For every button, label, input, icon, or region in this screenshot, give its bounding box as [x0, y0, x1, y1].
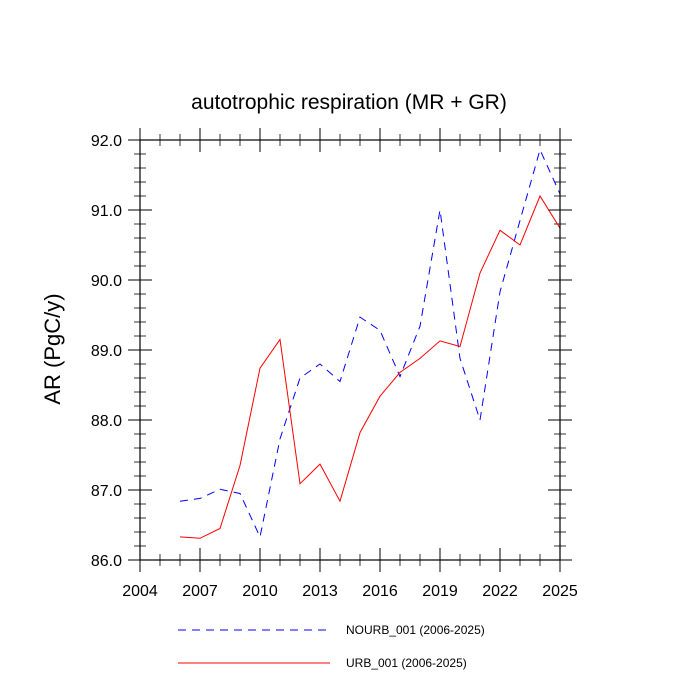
chart-title: autotrophic respiration (MR + GR) [191, 91, 507, 114]
x-tick-label: 2025 [542, 583, 578, 600]
y-tick-label: 92.0 [91, 133, 122, 150]
legend-label: URB_001 (2006-2025) [346, 656, 467, 670]
y-tick-label: 87.0 [91, 483, 122, 500]
series-line-urb [179, 194, 561, 539]
y-tick-label: 88.0 [91, 413, 122, 430]
y-tick-label: 90.0 [91, 273, 122, 290]
legend-label: NOURB_001 (2006-2025) [346, 623, 485, 637]
series-layer [179, 148, 561, 539]
y-axis-label: AR (PgC/y) [40, 293, 65, 404]
legend: NOURB_001 (2006-2025) URB_001 (2006-2025) [178, 623, 485, 670]
x-tick-label: 2013 [302, 583, 338, 600]
series-line-nourb [179, 148, 561, 539]
y-tick-label: 89.0 [91, 343, 122, 360]
x-tick-label: 2004 [122, 583, 158, 600]
plot-frame [139, 139, 561, 561]
x-tick-label: 2016 [362, 583, 398, 600]
x-tick-label: 2007 [182, 583, 218, 600]
axis-ticks: 2004 2007 2010 2013 2016 2019 2022 2025 86.0 87.0… [91, 128, 578, 600]
y-tick-label: 86.0 [91, 553, 122, 570]
x-tick-label: 2010 [242, 583, 278, 600]
x-tick-label: 2022 [482, 583, 518, 600]
y-tick-label: 91.0 [91, 203, 122, 220]
x-tick-label: 2019 [422, 583, 458, 600]
